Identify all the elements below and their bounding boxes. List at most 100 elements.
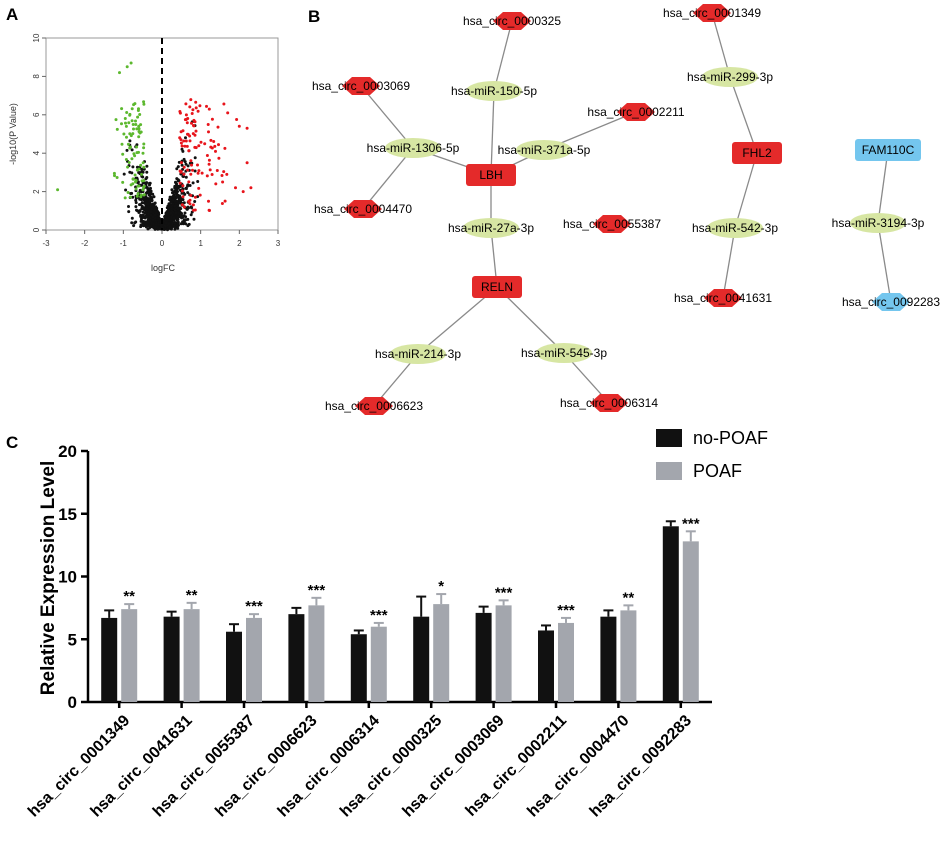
volcano-point-down <box>141 161 145 165</box>
volcano-point-down <box>134 123 138 126</box>
volcano-point-ns <box>129 192 133 195</box>
volcano-point-up <box>180 189 184 193</box>
volcano-point-ns <box>173 224 177 228</box>
volcano-point-up <box>181 184 185 188</box>
network-node-label: hsa_circ_0003069 <box>312 79 410 93</box>
volcano-point-down <box>137 167 141 171</box>
circrna-node-shape <box>593 215 631 233</box>
volcano-point-down <box>125 135 128 139</box>
volcano-point-ns <box>155 206 159 210</box>
volcano-point-down <box>126 165 130 169</box>
network-node-m27a: hsa-miR-27a-3p <box>448 218 534 238</box>
volcano-point-up <box>197 186 201 190</box>
volcano-point-up <box>237 124 241 128</box>
volcano-point-ns <box>130 221 134 225</box>
volcano-point-down <box>114 118 118 122</box>
circrna-node-shape <box>493 12 531 30</box>
circrna-node-shape <box>355 397 393 415</box>
volcano-point-down <box>129 195 132 199</box>
volcano-point-up <box>189 172 193 176</box>
volcano-point-down <box>123 196 127 200</box>
volcano-point-up <box>223 199 227 203</box>
network-edge <box>877 222 892 303</box>
volcano-point-ns <box>142 220 146 224</box>
volcano-point-ns <box>169 200 173 204</box>
volcano-point-down <box>128 113 132 117</box>
volcano-point-down <box>133 154 137 158</box>
volcano-point-ns <box>146 202 150 206</box>
network-node-m542: hsa-miR-542-3p <box>692 218 778 238</box>
volcano-point-ns <box>124 188 128 192</box>
network-node-c0006314: hsa_circ_0006314 <box>560 394 658 412</box>
network-node-lbh: LBH <box>466 164 516 186</box>
network-node-c0006623: hsa_circ_0006623 <box>325 397 423 415</box>
volcano-point-ns <box>175 192 178 195</box>
volcano-point-ns <box>175 224 179 227</box>
volcano-point-up <box>207 199 210 203</box>
volcano-point-ns <box>142 206 146 210</box>
volcano-point-ns <box>164 221 168 225</box>
network-edge <box>417 286 498 355</box>
volcano-point-up <box>178 136 182 140</box>
legend-label-no-poaf: no-POAF <box>693 428 768 448</box>
volcano-point-down <box>142 102 146 106</box>
bar-category-label: hsa_circ_0003069 <box>400 712 508 820</box>
volcano-point-down <box>135 127 139 131</box>
network-node-label: hsa-miR-214-3p <box>375 347 461 361</box>
volcano-point-ns <box>170 215 174 219</box>
volcano-point-down <box>118 71 121 75</box>
bar-no-poaf <box>350 634 367 702</box>
volcano-point-ns <box>149 213 153 217</box>
volcano-point-ns <box>143 201 147 205</box>
volcano-y-tick-label: 2 <box>32 189 41 194</box>
volcano-point-ns <box>177 201 181 205</box>
significance-marker: *** <box>682 515 700 532</box>
volcano-point-ns <box>159 223 163 227</box>
bar-y-axis-label: Relative Expression Level <box>38 461 59 695</box>
circrna-node-shape <box>693 4 731 22</box>
volcano-point-ns <box>151 192 155 196</box>
volcano-point-ns <box>172 190 176 194</box>
volcano-point-ns <box>157 213 161 216</box>
volcano-point-ns <box>184 187 188 191</box>
volcano-point-ns <box>148 189 152 193</box>
volcano-point-up <box>217 156 221 160</box>
volcano-point-up <box>198 193 202 197</box>
volcano-point-ns <box>186 164 190 168</box>
network-node-label: hsa-miR-150-5p <box>451 84 537 98</box>
volcano-point-down <box>127 161 131 164</box>
network-edge <box>490 90 495 176</box>
volcano-point-ns <box>128 139 132 143</box>
network-edge <box>877 149 889 224</box>
volcano-point-up <box>184 113 188 117</box>
circrna-node-shape <box>344 200 382 218</box>
volcano-point-up <box>205 154 209 157</box>
significance-marker: *** <box>245 598 263 615</box>
network-node-label: hsa-miR-542-3p <box>692 221 778 235</box>
network-node-label: hsa-miR-27a-3p <box>448 221 534 235</box>
volcano-point-ns <box>176 165 180 169</box>
volcano-point-ns <box>177 179 181 183</box>
volcano-point-down <box>137 135 141 139</box>
volcano-point-up <box>185 121 189 125</box>
volcano-point-up <box>210 117 214 121</box>
volcano-point-up <box>207 162 211 166</box>
significance-marker: *** <box>557 602 575 619</box>
volcano-point-up <box>220 202 224 205</box>
volcano-point-up <box>181 195 185 199</box>
volcano-point-ns <box>176 226 180 230</box>
volcano-point-up <box>209 138 213 142</box>
volcano-point-down <box>136 115 140 119</box>
volcano-point-up <box>198 104 202 108</box>
volcano-point-ns <box>139 219 143 223</box>
volcano-point-up <box>188 202 192 206</box>
volcano-point-down <box>131 177 135 181</box>
volcano-point-up <box>207 158 211 162</box>
bar-poaf <box>370 626 387 702</box>
volcano-point-up <box>223 146 227 150</box>
network-node-c0055387: hsa_circ_0055387 <box>563 215 661 233</box>
volcano-point-up <box>190 163 193 167</box>
network-node-label: hsa_circ_0004470 <box>314 202 412 216</box>
network-edge <box>722 227 736 299</box>
volcano-point-up <box>179 141 183 145</box>
